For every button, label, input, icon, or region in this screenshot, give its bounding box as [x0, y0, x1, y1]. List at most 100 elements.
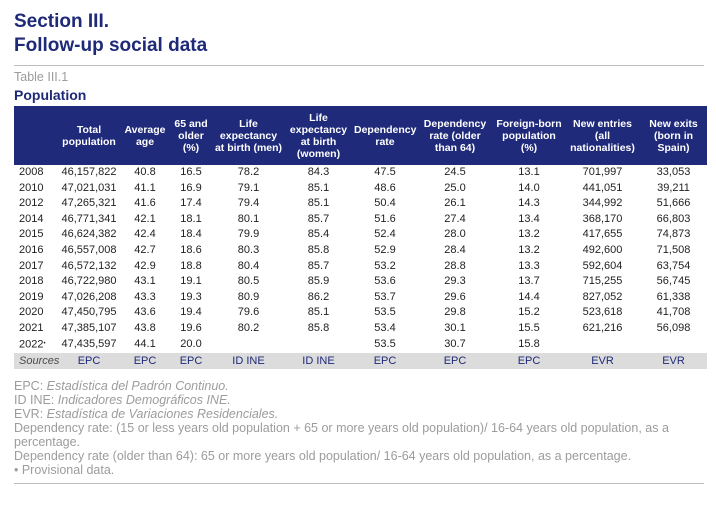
- table-row: 2020 47,450,795 43.6 19.4 79.6 85.1 53.5 29.8 15…: [14, 305, 707, 321]
- table-cell: 74,873: [640, 227, 707, 243]
- row-year: 2016: [14, 243, 57, 259]
- table-cell: 41.1: [121, 181, 169, 197]
- column-header: New entries (all nationalities): [565, 106, 640, 165]
- table-cell: 41,708: [640, 305, 707, 321]
- table-cell: 46,157,822: [57, 165, 121, 181]
- provisional-marker: •: [43, 341, 45, 347]
- row-year: 2022•: [14, 337, 57, 353]
- table-cell: 13.2: [493, 227, 565, 243]
- table-cell: 28.4: [417, 243, 493, 259]
- table-cell: 85.8: [284, 243, 353, 259]
- row-year: 2017: [14, 259, 57, 275]
- table-cell: 80.2: [213, 321, 284, 337]
- table-cell: [284, 337, 353, 353]
- table-cell: 827,052: [565, 290, 640, 306]
- footnotes: EPC: Estadística del Padrón Continuo. ID…: [14, 379, 704, 477]
- table-cell: 84.3: [284, 165, 353, 181]
- table-cell: 47,021,031: [57, 181, 121, 197]
- source-cell: ID INE: [213, 353, 284, 369]
- table-cell: 19.4: [169, 305, 213, 321]
- table-cell: 51,666: [640, 196, 707, 212]
- row-year: 2014: [14, 212, 57, 228]
- table-cell: 42.7: [121, 243, 169, 259]
- table-cell: 52.4: [353, 227, 417, 243]
- table-cell: 44.1: [121, 337, 169, 353]
- table-cell: 20.0: [169, 337, 213, 353]
- table-cell: 43.3: [121, 290, 169, 306]
- column-header: Dependency rate (older than 64): [417, 106, 493, 165]
- table-row: 2016 46,557,008 42.7 18.6 80.3 85.8 52.9 28.4 13…: [14, 243, 707, 259]
- source-cell: EPC: [353, 353, 417, 369]
- table-cell: 441,051: [565, 181, 640, 197]
- source-cell: EPC: [121, 353, 169, 369]
- table-cell: 13.4: [493, 212, 565, 228]
- source-cell: EVR: [565, 353, 640, 369]
- table-cell: 71,508: [640, 243, 707, 259]
- table-cell: 28.8: [417, 259, 493, 275]
- table-cell: 18.4: [169, 227, 213, 243]
- column-header: New exits (born in Spain): [640, 106, 707, 165]
- table-cell: 47,385,107: [57, 321, 121, 337]
- table-cell: 80.3: [213, 243, 284, 259]
- table-row: 2018 46,722,980 43.1 19.1 80.5 85.9 53.6 29.3 13…: [14, 274, 707, 290]
- table-cell: 13.3: [493, 259, 565, 275]
- table-cell: 46,722,980: [57, 274, 121, 290]
- table-cell: 42.9: [121, 259, 169, 275]
- column-header: Dependency rate: [353, 106, 417, 165]
- row-year: 2010: [14, 181, 57, 197]
- table-cell: [640, 337, 707, 353]
- table-cell: 30.7: [417, 337, 493, 353]
- table-cell: 86.2: [284, 290, 353, 306]
- table-cell: 78.2: [213, 165, 284, 181]
- table-cell: 15.5: [493, 321, 565, 337]
- table-cell: 63,754: [640, 259, 707, 275]
- table-cell: 53.7: [353, 290, 417, 306]
- source-cell: ID INE: [284, 353, 353, 369]
- table-cell: 18.8: [169, 259, 213, 275]
- table-cell: 417,655: [565, 227, 640, 243]
- table-cell: 19.3: [169, 290, 213, 306]
- table-cell: [213, 337, 284, 353]
- table-cell: 523,618: [565, 305, 640, 321]
- table-cell: 40.8: [121, 165, 169, 181]
- table-cell: 17.4: [169, 196, 213, 212]
- table-row: 2015 46,624,382 42.4 18.4 79.9 85.4 52.4 28.0 13…: [14, 227, 707, 243]
- table-cell: 33,053: [640, 165, 707, 181]
- column-header: 65 and older (%): [169, 106, 213, 165]
- table-cell: 56,745: [640, 274, 707, 290]
- column-header: [14, 106, 57, 165]
- table-cell: 19.1: [169, 274, 213, 290]
- section-number: Section III.: [14, 10, 704, 34]
- table-cell: 43.1: [121, 274, 169, 290]
- table-row: 2021 47,385,107 43.8 19.6 80.2 85.8 53.4 30.1 15…: [14, 321, 707, 337]
- table-cell: 715,255: [565, 274, 640, 290]
- table-cell: 368,170: [565, 212, 640, 228]
- table-row: 2019 47,026,208 43.3 19.3 80.9 86.2 53.7 29.6 14…: [14, 290, 707, 306]
- table-cell: 48.6: [353, 181, 417, 197]
- table-cell: 27.4: [417, 212, 493, 228]
- table-cell: 30.1: [417, 321, 493, 337]
- table-row: 2008 46,157,822 40.8 16.5 78.2 84.3 47.5 24.5 13…: [14, 165, 707, 181]
- table-cell: 85.1: [284, 305, 353, 321]
- table-cell: 14.0: [493, 181, 565, 197]
- section-subtitle: Follow-up social data: [14, 34, 704, 58]
- table-cell: 29.3: [417, 274, 493, 290]
- note-provisional: • Provisional data.: [14, 463, 704, 477]
- table-cell: 47,026,208: [57, 290, 121, 306]
- table-label: Table III.1: [14, 70, 704, 85]
- table-cell: 18.1: [169, 212, 213, 228]
- table-cell: 80.1: [213, 212, 284, 228]
- note-dependency-rate: Dependency rate: (15 or less years old p…: [14, 421, 704, 449]
- table-cell: 41.6: [121, 196, 169, 212]
- table-cell: 15.2: [493, 305, 565, 321]
- table-cell: 28.0: [417, 227, 493, 243]
- table-cell: 52.9: [353, 243, 417, 259]
- table-cell: 42.1: [121, 212, 169, 228]
- row-year: 2020: [14, 305, 57, 321]
- table-cell: 13.1: [493, 165, 565, 181]
- table-cell: 25.0: [417, 181, 493, 197]
- table-cell: 56,098: [640, 321, 707, 337]
- table-cell: 85.7: [284, 259, 353, 275]
- sources-row: Sources EPC EPC EPC ID INE ID INE EPC EPC EPC EVR…: [14, 353, 707, 369]
- top-divider: [14, 65, 704, 66]
